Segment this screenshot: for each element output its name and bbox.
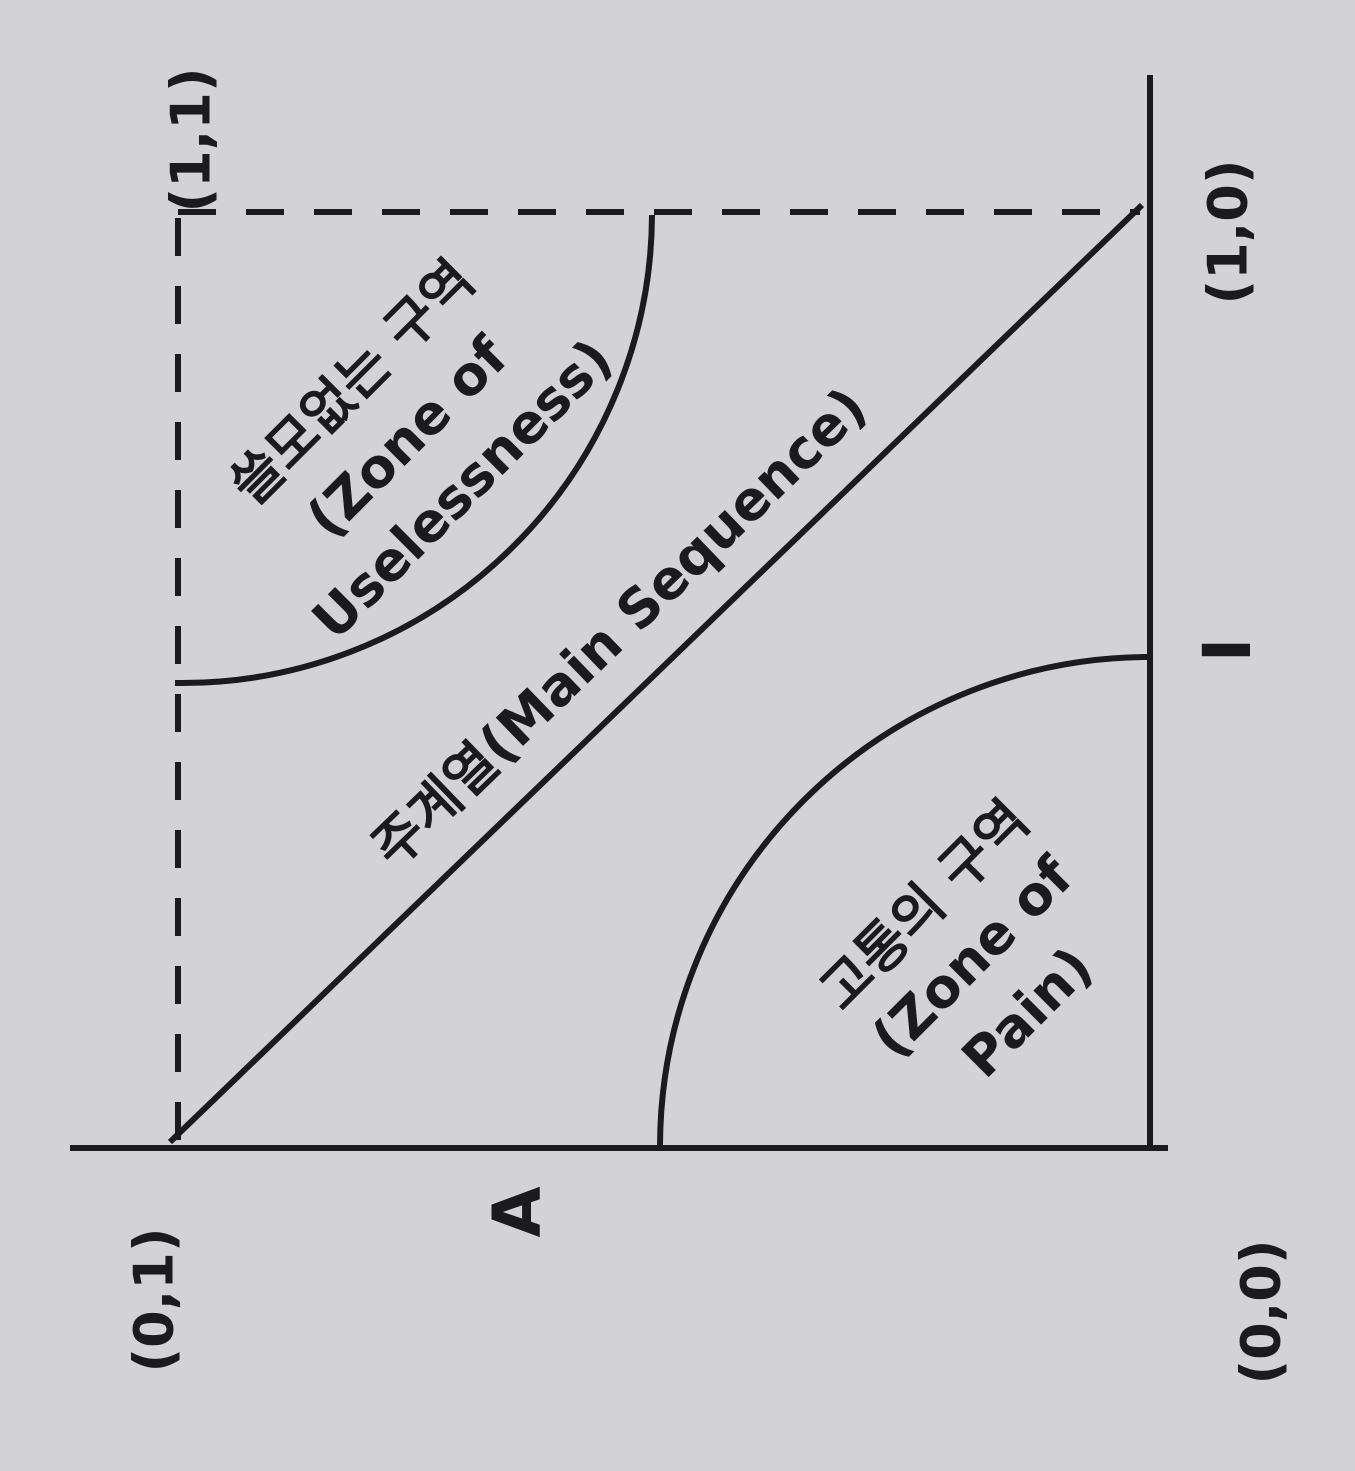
corner-label: (1,1) [160, 67, 223, 212]
corner-label: (0,0) [1230, 1239, 1293, 1384]
main-sequence-line [167, 202, 1145, 1145]
pain-arc [656, 654, 1151, 1149]
axis-label: I [1189, 638, 1266, 663]
uselessness-arc [174, 214, 655, 687]
axis-label: A [479, 1186, 556, 1237]
corner-label: (0,1) [123, 1227, 186, 1372]
corner-label: (1,0) [1197, 159, 1260, 304]
